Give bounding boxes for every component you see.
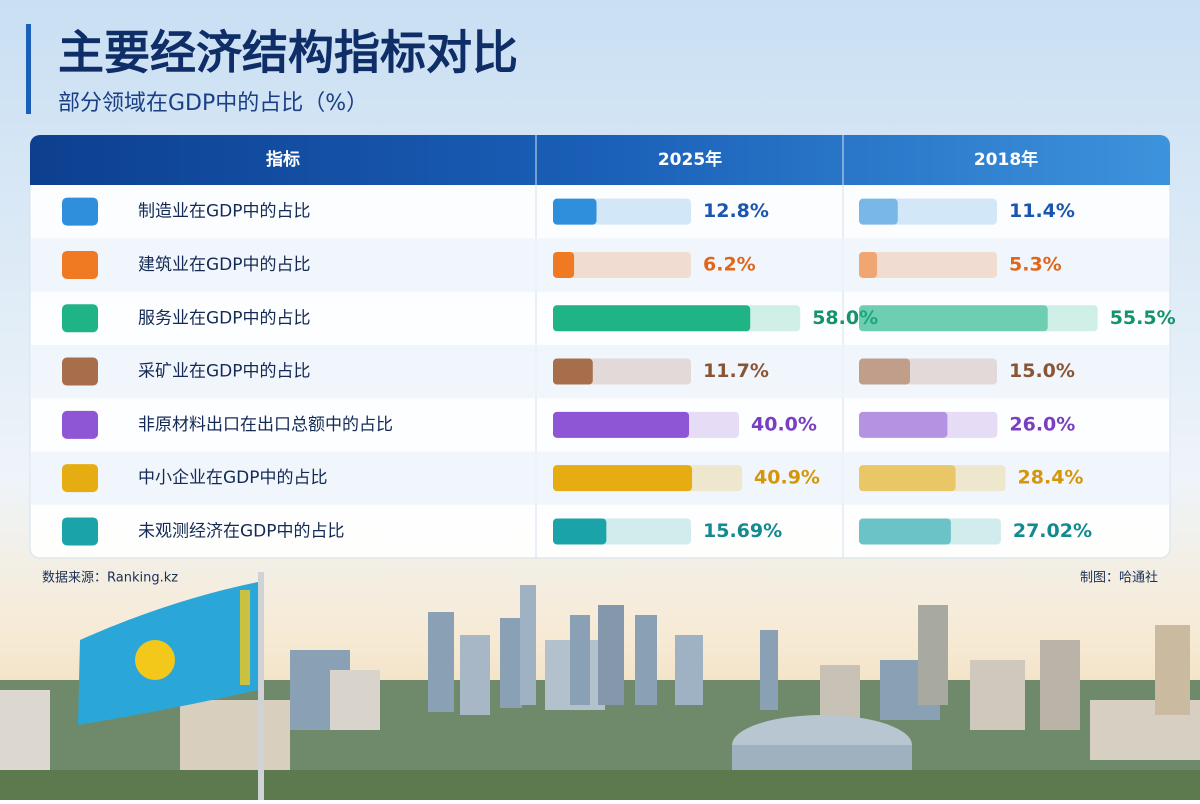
bar bbox=[553, 465, 693, 492]
column-header: 指标 bbox=[266, 149, 300, 170]
value-label: 11.7% bbox=[703, 360, 769, 382]
value-label: 11.4% bbox=[1009, 200, 1075, 222]
bar bbox=[553, 518, 607, 545]
bar bbox=[859, 305, 1048, 332]
value-label: 15.69% bbox=[703, 520, 782, 542]
bar bbox=[553, 305, 751, 332]
column-header: 2025年 bbox=[658, 149, 722, 170]
bar bbox=[859, 198, 898, 225]
row-label: 采矿业在GDP中的占比 bbox=[138, 362, 311, 382]
credit: 制图：哈通社 bbox=[1080, 570, 1158, 586]
row-label: 建筑业在GDP中的占比 bbox=[138, 255, 311, 275]
value-label: 55.5% bbox=[1110, 307, 1176, 329]
bar bbox=[859, 358, 910, 385]
row-icon bbox=[62, 517, 98, 546]
row-icon bbox=[62, 304, 98, 333]
bar bbox=[859, 411, 948, 438]
row-icon bbox=[62, 357, 98, 386]
bar bbox=[553, 198, 597, 225]
row-label: 服务业在GDP中的占比 bbox=[138, 308, 311, 328]
bar-track bbox=[859, 251, 997, 278]
title: 主要经济结构指标对比 bbox=[58, 26, 518, 80]
flag bbox=[78, 572, 264, 800]
row-icon bbox=[62, 410, 98, 439]
bar bbox=[553, 411, 689, 438]
row-label: 非原材料出口在出口总额中的占比 bbox=[138, 415, 393, 435]
value-label: 5.3% bbox=[1009, 253, 1062, 275]
bar bbox=[859, 251, 878, 278]
bar bbox=[859, 518, 951, 545]
bar bbox=[553, 358, 593, 385]
column-header: 2018年 bbox=[974, 149, 1038, 170]
value-label: 40.0% bbox=[751, 413, 817, 435]
row-icon bbox=[62, 197, 98, 226]
row-band bbox=[31, 238, 1169, 292]
value-label: 27.02% bbox=[1013, 520, 1092, 542]
row-band bbox=[31, 344, 1169, 399]
bar bbox=[859, 465, 956, 492]
value-label: 40.9% bbox=[754, 467, 820, 489]
source: 数据来源：Ranking.kz bbox=[42, 571, 178, 586]
bar-track bbox=[553, 251, 691, 278]
row-icon bbox=[62, 250, 98, 279]
value-label: 15.0% bbox=[1009, 360, 1075, 382]
subtitle: 部分领域在GDP中的占比（%） bbox=[58, 91, 368, 116]
row-label: 制造业在GDP中的占比 bbox=[138, 202, 311, 222]
value-label: 28.4% bbox=[1018, 467, 1084, 489]
row-label: 中小企业在GDP中的占比 bbox=[138, 468, 328, 488]
table-header bbox=[30, 135, 1170, 185]
value-label: 6.2% bbox=[703, 253, 756, 275]
value-label: 26.0% bbox=[1009, 413, 1075, 435]
row-icon bbox=[62, 464, 98, 493]
value-label: 12.8% bbox=[703, 200, 769, 222]
accent-bar bbox=[26, 24, 31, 114]
bar bbox=[553, 251, 575, 278]
row-label: 未观测经济在GDP中的占比 bbox=[138, 521, 345, 541]
